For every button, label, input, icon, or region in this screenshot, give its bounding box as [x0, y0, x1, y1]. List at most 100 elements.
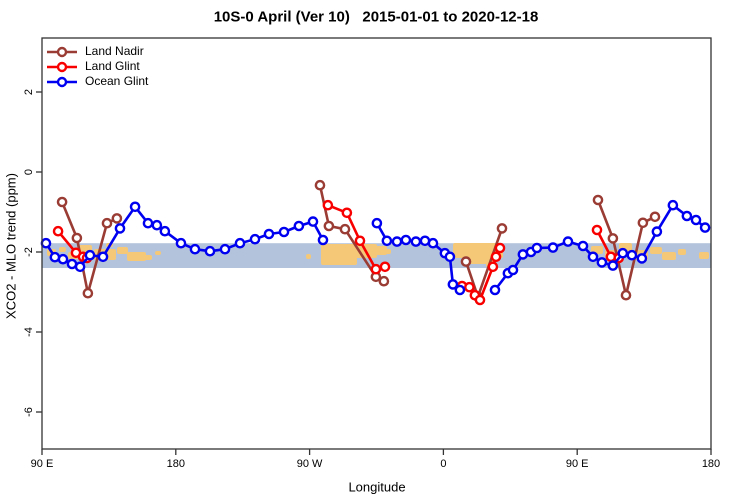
data-point-ocean-glint — [175, 237, 187, 249]
data-point-ocean-glint — [667, 199, 679, 211]
land-patch — [662, 252, 676, 260]
x-tick-label: 90 W — [297, 458, 323, 470]
legend-marker-land-nadir — [47, 46, 77, 57]
data-point-ocean-glint — [427, 237, 439, 249]
data-point-ocean-glint — [234, 237, 246, 249]
land-patch — [59, 247, 66, 252]
x-tick-label: 90 E — [31, 458, 54, 470]
data-point-ocean-glint — [410, 236, 422, 247]
data-point-ocean-glint — [690, 214, 702, 226]
data-point-ocean-glint — [40, 237, 52, 249]
data-point-ocean-glint — [142, 217, 154, 229]
land-patch — [385, 249, 391, 254]
data-point-ocean-glint — [651, 226, 663, 237]
data-point-land-nadir — [620, 289, 632, 301]
land-patch — [117, 247, 128, 254]
data-point-ocean-glint — [74, 261, 86, 273]
data-point-ocean-glint — [681, 210, 693, 222]
data-point-ocean-glint — [447, 279, 459, 290]
data-point-land-nadir — [460, 256, 472, 267]
data-point-ocean-glint — [249, 233, 261, 245]
plot-frame — [41, 37, 712, 450]
data-point-land-nadir — [323, 220, 335, 232]
legend: Land Nadir Land Glint Ocean Glint — [46, 44, 148, 89]
data-point-ocean-glint — [607, 260, 619, 271]
legend-label-ocean-glint: Ocean Glint — [85, 74, 149, 88]
data-point-land-glint — [379, 261, 391, 273]
data-point-ocean-glint — [444, 251, 456, 263]
data-point-ocean-glint — [263, 228, 275, 240]
data-point-land-glint — [464, 281, 475, 293]
data-point-land-nadir — [56, 196, 68, 208]
data-point-ocean-glint — [391, 236, 403, 247]
data-point-ocean-glint — [293, 220, 305, 232]
data-point-land-glint — [341, 207, 353, 219]
x-tick-label: 90 E — [566, 458, 589, 470]
data-point-ocean-glint — [562, 236, 574, 247]
data-point-ocean-glint — [596, 257, 608, 268]
data-point-land-glint — [474, 294, 486, 306]
data-point-ocean-glint — [617, 247, 629, 259]
land-patch — [127, 252, 146, 261]
data-point-land-nadir — [592, 194, 604, 206]
y-tick-label: 2 — [23, 89, 35, 95]
data-point-land-nadir — [378, 275, 390, 287]
data-point-ocean-glint — [114, 223, 126, 234]
data-point-ocean-glint — [97, 251, 109, 263]
land-patch — [143, 255, 152, 260]
legend-label-land-glint: Land Glint — [85, 59, 140, 73]
y-axis-label: XCO2 - MLO trend (ppm) — [3, 173, 19, 319]
x-tick-label: 0 — [440, 458, 446, 470]
data-point-land-glint — [322, 199, 334, 211]
data-point-land-nadir — [314, 179, 326, 191]
data-point-land-glint — [52, 225, 64, 237]
data-point-ocean-glint — [699, 222, 711, 233]
series-ocean-glint — [40, 199, 711, 296]
y-tick-label: 0 — [23, 169, 35, 175]
data-point-ocean-glint — [577, 240, 589, 252]
data-point-land-nadir — [71, 232, 83, 244]
land-patch — [321, 244, 357, 265]
data-point-land-nadir — [496, 223, 508, 234]
land-patch — [306, 254, 311, 259]
data-point-land-glint — [354, 235, 366, 247]
data-point-ocean-glint — [317, 234, 329, 246]
data-point-land-nadir — [111, 213, 123, 224]
data-point-ocean-glint — [587, 251, 599, 263]
data-point-ocean-glint — [49, 251, 61, 263]
data-point-ocean-glint — [371, 217, 383, 229]
data-point-land-nadir — [637, 217, 649, 229]
land-patch — [375, 246, 387, 255]
data-point-ocean-glint — [507, 264, 519, 276]
data-point-ocean-glint — [219, 243, 231, 255]
data-point-ocean-glint — [489, 284, 501, 296]
x-axis-label: Longitude — [348, 479, 406, 495]
data-point-land-nadir — [607, 233, 619, 244]
data-point-ocean-glint — [159, 225, 171, 237]
legend-item-ocean-glint: Ocean Glint — [46, 74, 148, 89]
data-point-land-nadir — [101, 217, 113, 229]
data-point-land-glint — [487, 261, 499, 273]
land-patch — [468, 257, 494, 264]
legend-marker-ocean-glint — [47, 76, 77, 87]
data-point-land-nadir — [82, 287, 94, 299]
data-point-ocean-glint — [454, 284, 466, 296]
x-tick-label: 180 — [702, 458, 720, 470]
data-point-land-glint — [490, 251, 502, 263]
data-point-ocean-glint — [381, 235, 393, 247]
data-point-ocean-glint — [151, 219, 163, 231]
data-point-land-nadir — [339, 223, 351, 235]
y-tick-label: -4 — [23, 327, 35, 337]
land-patch — [453, 243, 503, 258]
chart-title: 10S-0 April (Ver 10) 2015-01-01 to 2020-… — [213, 8, 539, 26]
y-tick-label: -2 — [23, 247, 35, 257]
x-tick-label: 180 — [167, 458, 185, 470]
axis-ticks: 90 E 180 90 W 0 90 E 180 2 0 -2 -4 -6 — [23, 89, 720, 470]
data-point-ocean-glint — [400, 234, 412, 246]
data-point-land-glint — [494, 242, 506, 254]
land-patch — [699, 252, 709, 259]
land-patch — [650, 247, 662, 254]
data-point-ocean-glint — [636, 253, 648, 264]
